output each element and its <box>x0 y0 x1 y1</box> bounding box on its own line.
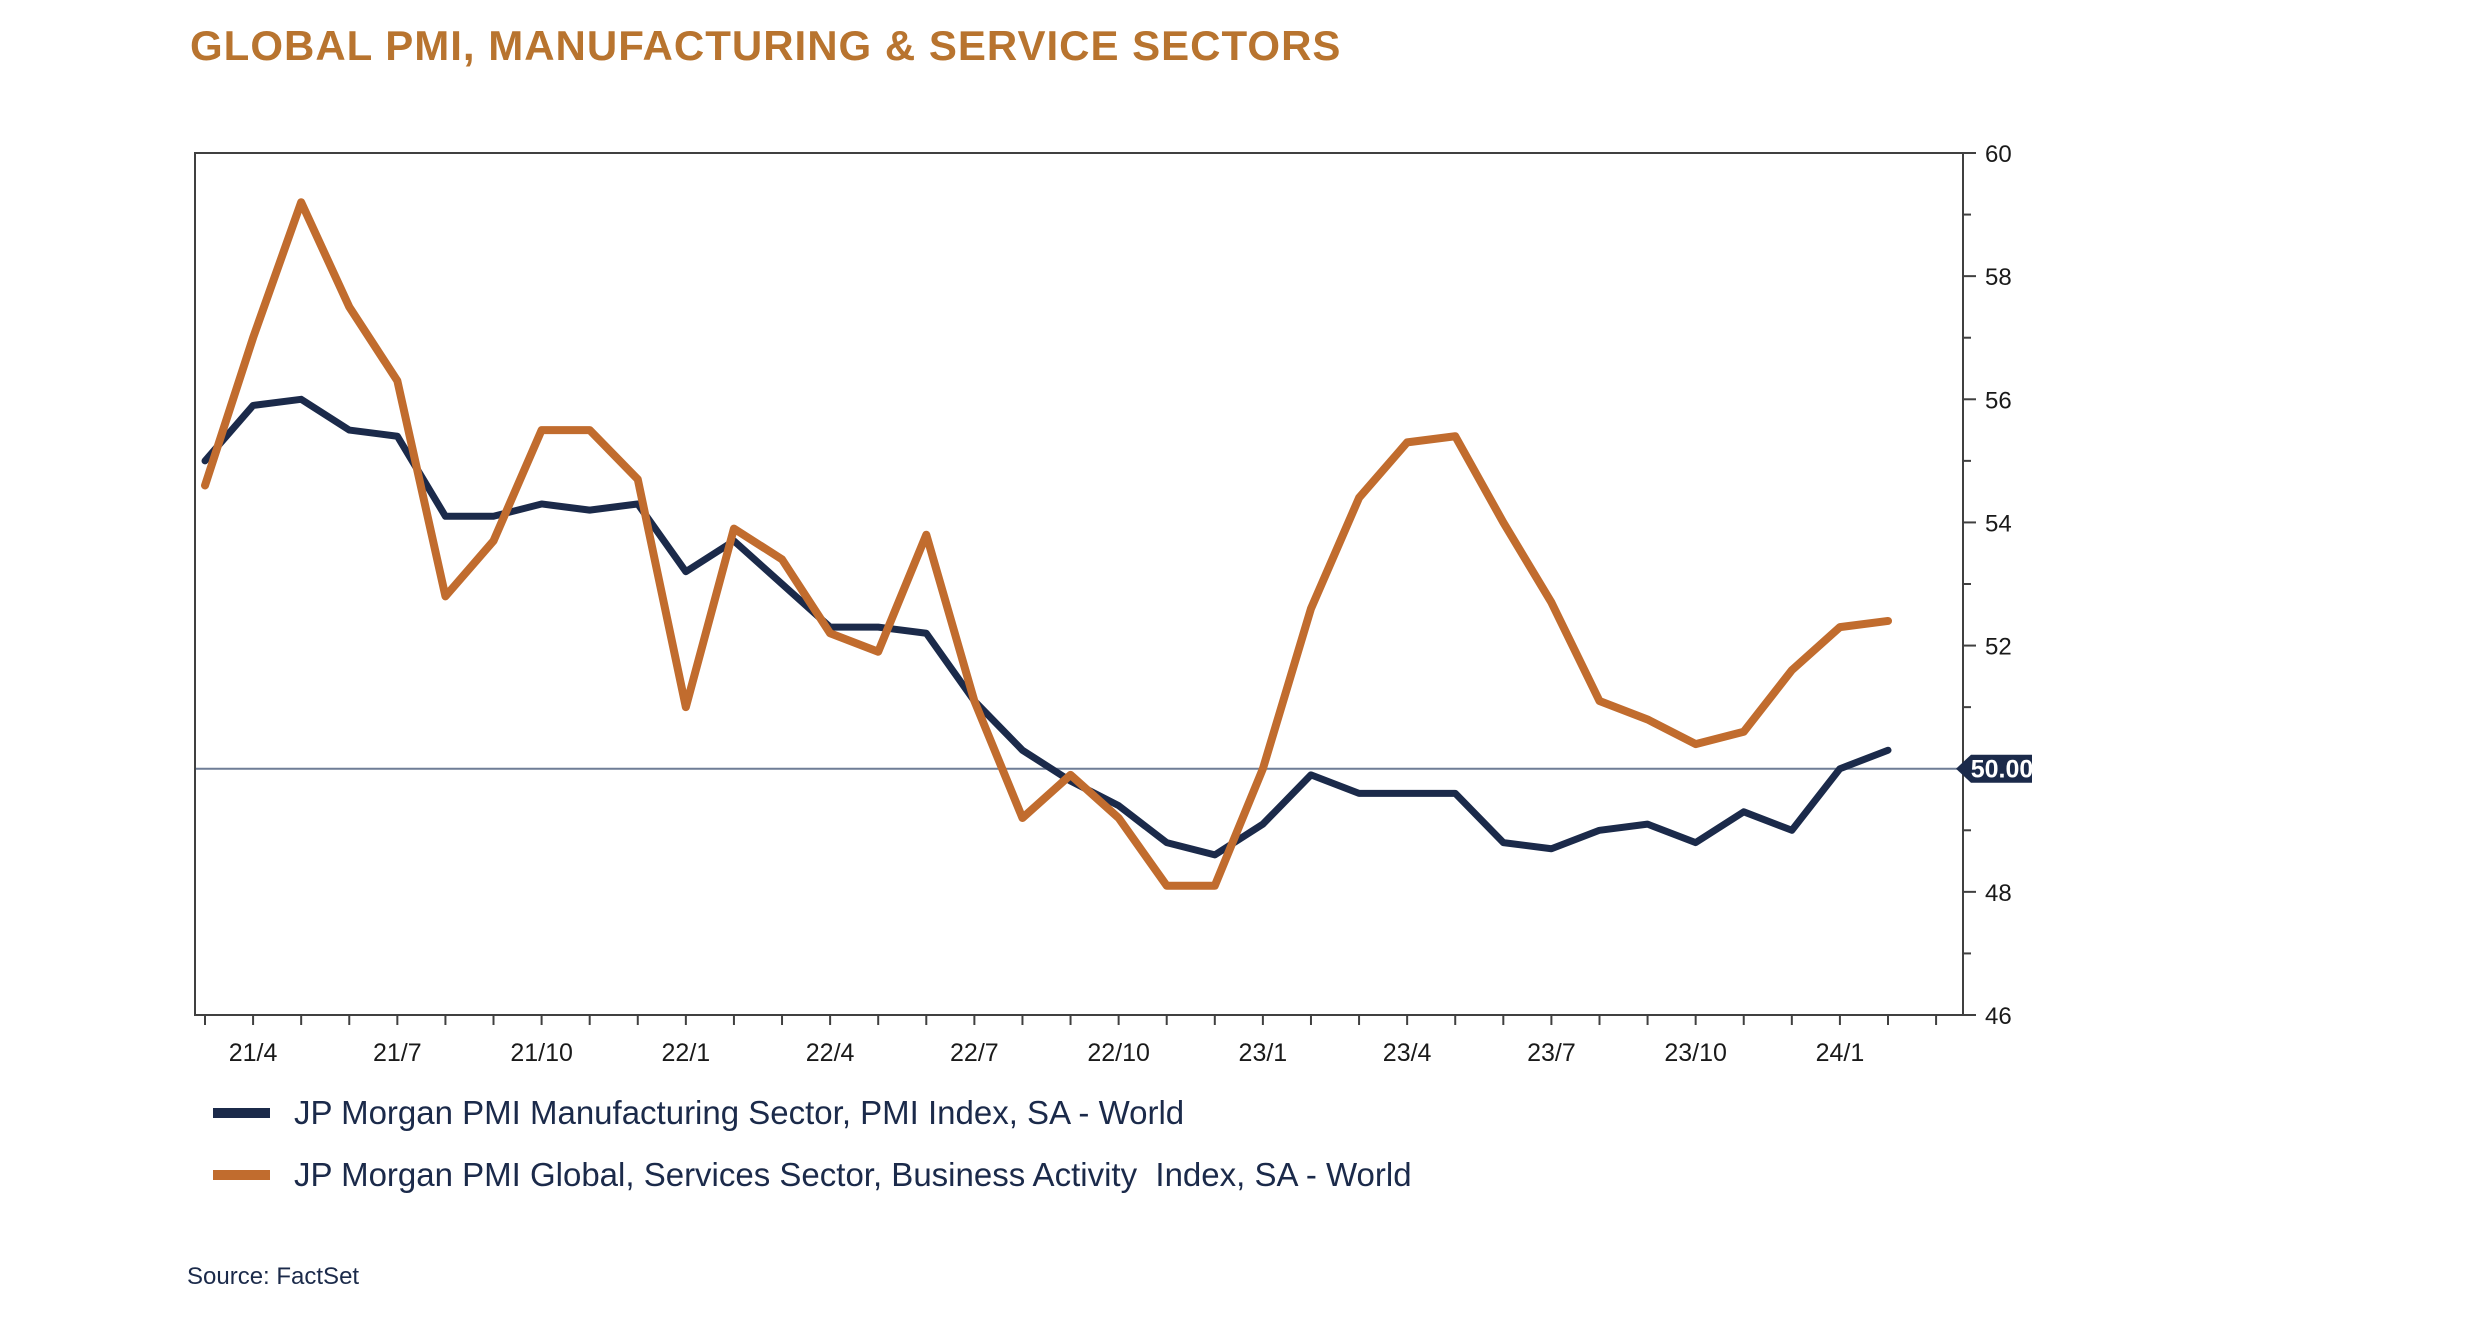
manufacturing-line <box>201 395 1892 859</box>
x-axis-label: 21/7 <box>373 1039 422 1067</box>
y-axis-label: 58 <box>1985 264 2012 291</box>
x-axis-label: 22/1 <box>662 1039 711 1067</box>
x-axis-label: 23/1 <box>1239 1039 1288 1067</box>
legend-label-services: JP Morgan PMI Global, Services Sector, B… <box>294 1156 1412 1193</box>
x-axis-label: 23/7 <box>1527 1039 1576 1067</box>
y-axis: 46 48 52 54 56 58 60 <box>1963 141 2012 1030</box>
y-axis-label: 52 <box>1985 634 2012 661</box>
y-axis-label: 60 <box>1985 141 2012 168</box>
services-line <box>201 198 1892 890</box>
y-axis-label: 54 <box>1985 510 2012 537</box>
legend-swatch-manufacturing <box>213 1108 270 1118</box>
legend-item-manufacturing: JP Morgan PMI Manufacturing Sector, PMI … <box>213 1093 1412 1133</box>
x-axis-label: 24/1 <box>1816 1039 1865 1067</box>
source-note: Source: FactSet <box>187 1263 360 1290</box>
x-axis-label: 23/10 <box>1664 1039 1727 1067</box>
x-axis-label: 23/4 <box>1383 1039 1432 1067</box>
ref-badge-shape <box>1956 754 2032 783</box>
x-axis-label: 21/4 <box>229 1039 278 1067</box>
y-axis-label: 48 <box>1985 880 2012 907</box>
x-axis: 21/4 21/7 21/10 22/1 22/4 22/7 22/10 23/1 23/4 23… <box>204 1015 1938 1067</box>
legend-label-manufacturing: JP Morgan PMI Manufacturing Sector, PMI … <box>294 1094 1185 1131</box>
chart-title: GLOBAL PMI, MANUFACTURING & SERVICE SECT… <box>190 22 1342 69</box>
x-axis-label: 22/4 <box>806 1039 855 1067</box>
legend-swatch-services <box>213 1170 270 1180</box>
x-axis-label: 21/10 <box>510 1039 573 1067</box>
y-axis-label: 46 <box>1985 1003 2012 1030</box>
x-axis-label: 22/10 <box>1087 1039 1150 1067</box>
y-axis-label: 56 <box>1985 387 2012 414</box>
legend: JP Morgan PMI Manufacturing Sector, PMI … <box>213 1093 1412 1217</box>
x-axis-label: 22/7 <box>950 1039 999 1067</box>
ref-badge-label: 50.00 <box>1971 756 2034 784</box>
legend-item-services: JP Morgan PMI Global, Services Sector, B… <box>213 1155 1412 1195</box>
ref-badge: 50.00 <box>1956 754 2034 784</box>
